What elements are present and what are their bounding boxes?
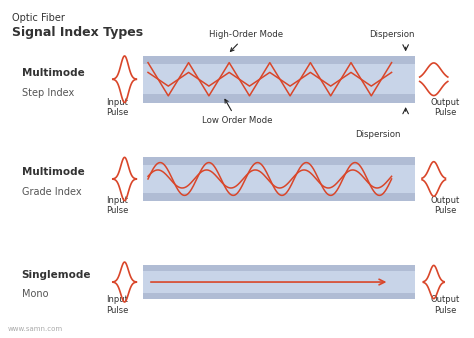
FancyBboxPatch shape (143, 94, 415, 102)
Text: Singlemode: Singlemode (21, 270, 91, 281)
Text: Output
Pulse: Output Pulse (431, 196, 460, 215)
FancyBboxPatch shape (143, 158, 415, 200)
FancyBboxPatch shape (143, 265, 415, 299)
Text: Dispersion: Dispersion (369, 30, 414, 39)
Text: Step Index: Step Index (21, 88, 74, 98)
Text: Mono: Mono (21, 289, 48, 299)
Text: Input
Pulse: Input Pulse (106, 98, 129, 117)
Text: Input
Pulse: Input Pulse (106, 295, 129, 315)
Text: Output
Pulse: Output Pulse (431, 98, 460, 117)
Text: High-Order Mode: High-Order Mode (210, 30, 283, 51)
Text: Optic Fiber: Optic Fiber (12, 13, 65, 23)
Text: Dispersion: Dispersion (355, 130, 400, 139)
Text: Input
Pulse: Input Pulse (106, 196, 129, 215)
Text: Output
Pulse: Output Pulse (431, 295, 460, 315)
FancyBboxPatch shape (143, 293, 415, 299)
FancyBboxPatch shape (143, 56, 415, 64)
Text: www.samn.com: www.samn.com (8, 326, 63, 332)
Text: Grade Index: Grade Index (21, 187, 81, 197)
Text: Multimode: Multimode (21, 167, 84, 177)
FancyBboxPatch shape (143, 56, 415, 102)
Text: Signal Index Types: Signal Index Types (12, 26, 143, 39)
Text: Multimode: Multimode (21, 68, 84, 78)
FancyBboxPatch shape (143, 158, 415, 165)
Text: Low Order Mode: Low Order Mode (202, 99, 272, 125)
FancyBboxPatch shape (143, 193, 415, 200)
FancyBboxPatch shape (143, 265, 415, 271)
